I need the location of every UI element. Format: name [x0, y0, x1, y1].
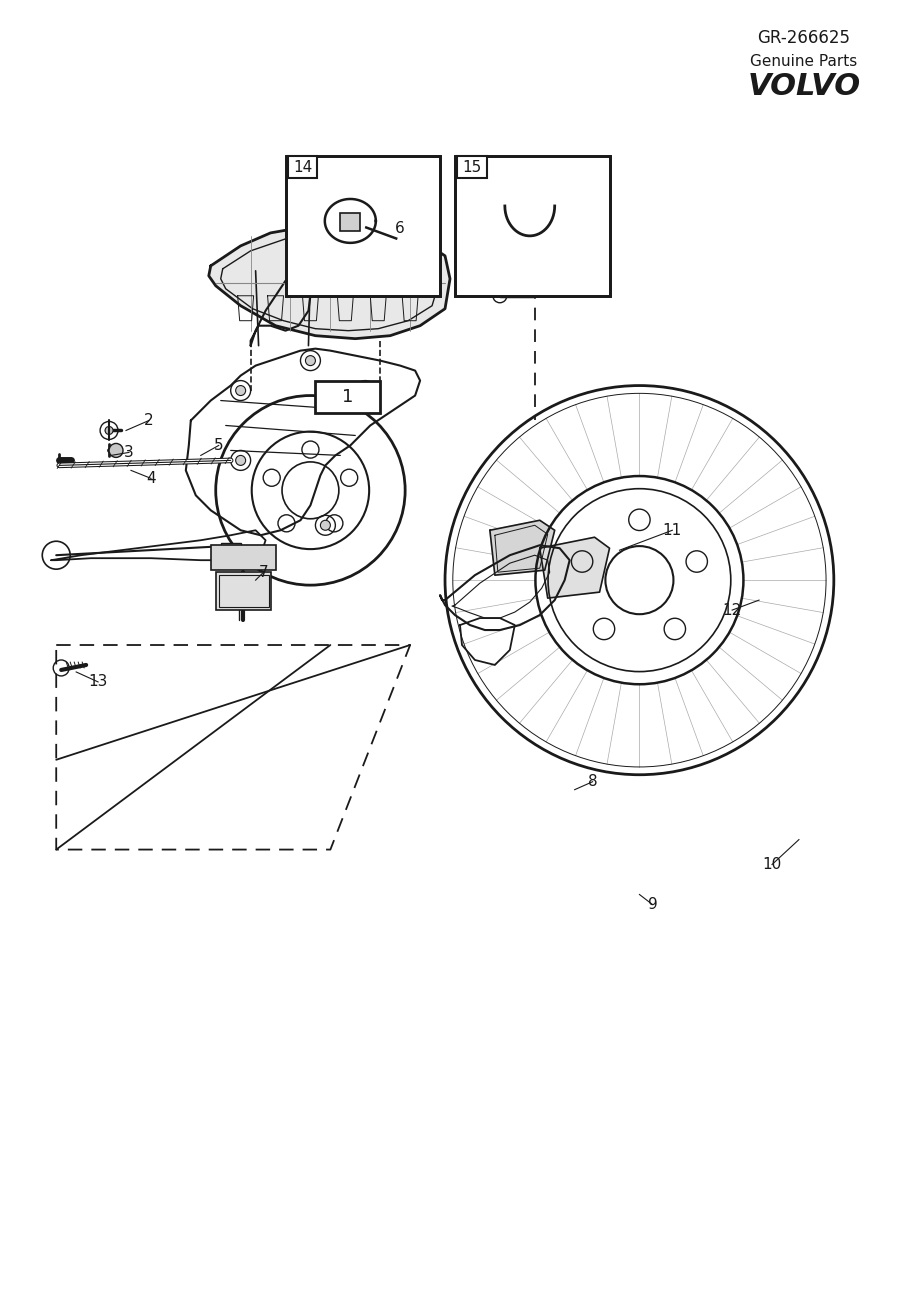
Text: 6: 6: [395, 221, 405, 236]
Polygon shape: [540, 538, 610, 598]
Text: Genuine Parts: Genuine Parts: [750, 53, 858, 69]
Circle shape: [361, 386, 371, 395]
Circle shape: [305, 356, 315, 365]
Text: VOLVO: VOLVO: [747, 71, 861, 101]
Bar: [216, 572, 271, 611]
Text: 14: 14: [293, 160, 312, 174]
Text: 1: 1: [342, 387, 353, 405]
Bar: [285, 156, 440, 296]
Bar: [455, 156, 610, 296]
Circle shape: [321, 521, 331, 530]
Text: 4: 4: [146, 470, 156, 486]
Text: GR-266625: GR-266625: [757, 30, 851, 47]
Bar: [221, 543, 241, 555]
Text: 7: 7: [259, 565, 268, 579]
Bar: [218, 575, 268, 607]
Text: 5: 5: [214, 438, 224, 453]
Bar: [457, 156, 487, 178]
Bar: [211, 546, 275, 570]
Text: 12: 12: [722, 603, 742, 617]
Bar: [341, 213, 361, 231]
Bar: [287, 156, 317, 178]
Bar: [285, 156, 440, 296]
Bar: [315, 381, 381, 413]
Circle shape: [109, 443, 123, 457]
Polygon shape: [490, 521, 554, 575]
Text: 2: 2: [144, 413, 154, 427]
Circle shape: [105, 426, 113, 434]
Polygon shape: [208, 221, 450, 339]
Text: 3: 3: [124, 446, 134, 460]
Text: 11: 11: [662, 522, 682, 538]
Bar: [455, 156, 610, 296]
Text: 8: 8: [588, 774, 597, 790]
Circle shape: [236, 456, 246, 465]
Text: 15: 15: [462, 160, 482, 174]
Text: 9: 9: [648, 896, 657, 912]
Text: 13: 13: [89, 674, 108, 690]
Text: 10: 10: [762, 857, 782, 872]
Circle shape: [236, 386, 246, 395]
